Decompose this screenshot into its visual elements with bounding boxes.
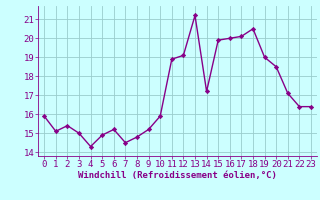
- X-axis label: Windchill (Refroidissement éolien,°C): Windchill (Refroidissement éolien,°C): [78, 171, 277, 180]
